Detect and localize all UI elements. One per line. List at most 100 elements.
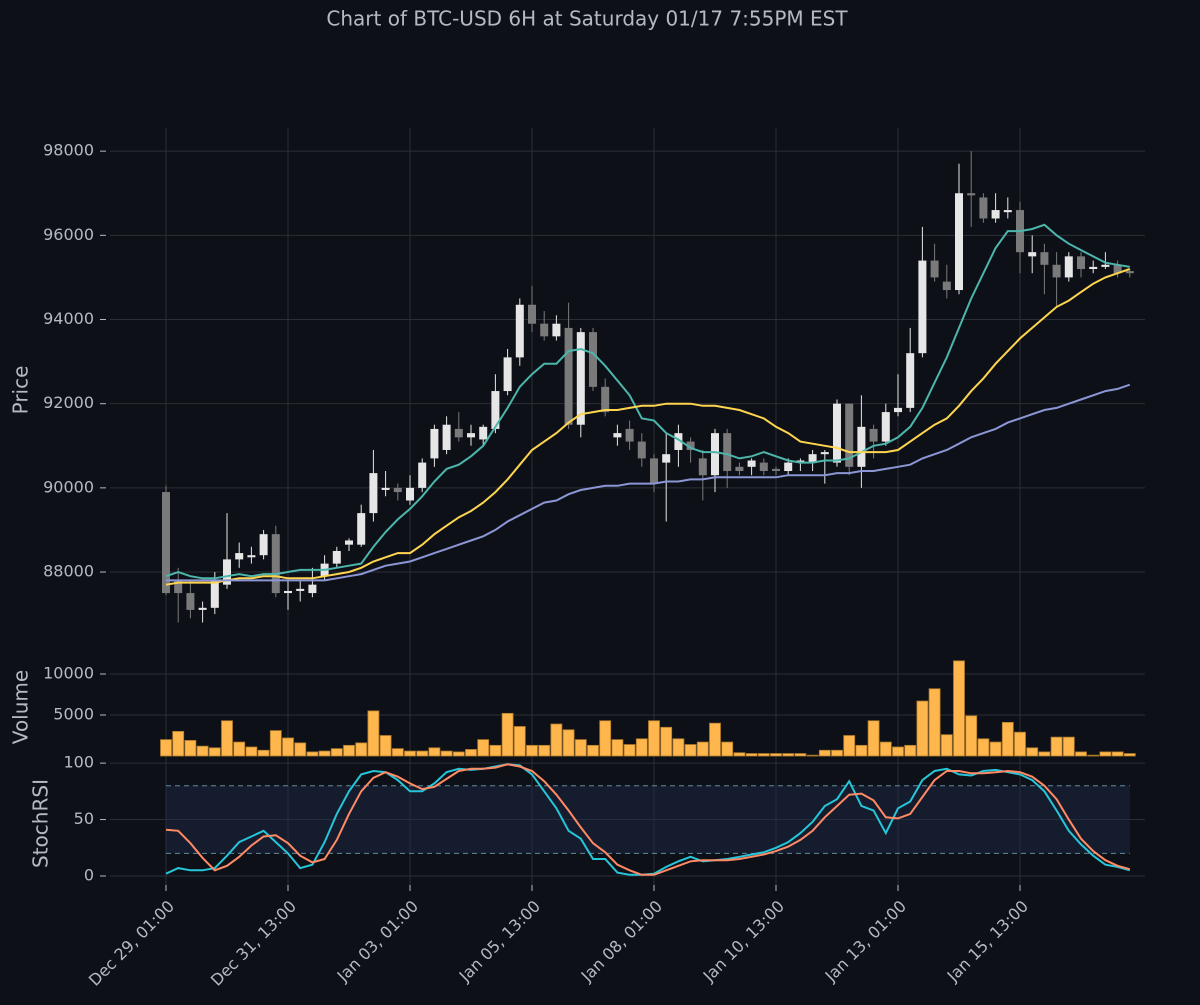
- bar: [269, 730, 282, 757]
- bar: [294, 742, 307, 757]
- y-tick-label: 100: [63, 753, 94, 772]
- bar: [757, 753, 770, 757]
- candle-body: [723, 433, 732, 472]
- candle-body: [1125, 271, 1134, 274]
- y-tick-label: 96000: [43, 225, 94, 244]
- bar: [916, 700, 929, 757]
- candle-body: [1040, 252, 1049, 265]
- candle-body: [589, 332, 597, 387]
- candle-body: [1003, 210, 1012, 213]
- bar: [660, 726, 673, 757]
- candle-body: [820, 452, 829, 455]
- candle-body: [1089, 266, 1098, 269]
- candle-body: [223, 559, 231, 585]
- y-tick-label: 50: [74, 809, 94, 828]
- bar: [733, 752, 746, 757]
- bar: [928, 688, 941, 757]
- candle-body: [381, 487, 390, 490]
- bar: [1075, 751, 1087, 757]
- candle-body: [210, 580, 219, 608]
- bar: [1099, 751, 1112, 757]
- candle-body: [162, 492, 170, 594]
- bar: [599, 720, 612, 757]
- y-tick-label: 92000: [43, 393, 94, 412]
- bar: [330, 748, 343, 757]
- bar: [465, 749, 477, 757]
- candle-body: [930, 260, 939, 278]
- bar: [855, 744, 868, 757]
- bar: [1038, 751, 1051, 757]
- bar: [1026, 747, 1039, 757]
- x-tick-label: Dec 31, 13:00: [207, 897, 300, 990]
- candle-body: [259, 534, 268, 556]
- candle-body: [698, 458, 707, 476]
- bar: [355, 742, 368, 757]
- candle-body: [345, 540, 353, 545]
- bar: [184, 740, 197, 757]
- bar: [282, 737, 294, 757]
- bar: [440, 750, 453, 757]
- bar: [721, 741, 734, 757]
- bar: [648, 720, 660, 757]
- candle-body: [1113, 264, 1122, 274]
- bar: [794, 753, 807, 757]
- candle-body: [772, 468, 780, 472]
- bar: [513, 726, 526, 757]
- bar: [953, 660, 965, 757]
- candle-body: [650, 458, 658, 484]
- bar: [709, 722, 721, 757]
- candle-body: [979, 197, 988, 219]
- bar: [562, 729, 575, 757]
- bar: [208, 747, 221, 757]
- x-tick-label: Dec 29, 01:00: [85, 897, 178, 990]
- candle-body: [442, 424, 451, 450]
- y-tick-label: 88000: [43, 562, 94, 581]
- candle-body: [503, 357, 512, 392]
- bar: [452, 751, 465, 757]
- candle-body: [418, 462, 427, 488]
- bar: [684, 744, 697, 757]
- bar: [806, 754, 819, 757]
- bar: [343, 744, 355, 757]
- candle-body: [857, 426, 866, 467]
- candle-body: [296, 588, 305, 591]
- bar: [1111, 751, 1124, 757]
- y-tick-label: 94000: [43, 309, 94, 328]
- candle-body: [637, 441, 646, 459]
- bar: [770, 753, 782, 757]
- bar: [1087, 754, 1100, 757]
- candle-body: [479, 426, 488, 440]
- candle-body: [332, 550, 341, 564]
- candle-body: [894, 407, 902, 413]
- candle-body: [625, 428, 634, 442]
- bar: [1123, 753, 1136, 757]
- bar: [221, 720, 233, 757]
- bar: [977, 738, 990, 757]
- bar: [526, 744, 538, 757]
- bar: [587, 744, 599, 757]
- bar: [306, 751, 319, 757]
- bar: [172, 731, 185, 757]
- bar: [501, 712, 514, 757]
- candle-body: [918, 260, 927, 354]
- bar: [379, 735, 392, 757]
- x-tick-label: Jan 03, 01:00: [333, 897, 422, 986]
- candle-body: [613, 433, 622, 438]
- bar: [245, 746, 258, 757]
- candle-body: [1028, 252, 1037, 257]
- candle-body: [796, 460, 805, 463]
- bar: [367, 710, 380, 757]
- candle-body: [711, 433, 719, 476]
- candle-body: [284, 590, 292, 594]
- candle-body: [528, 304, 536, 324]
- bar: [550, 723, 563, 757]
- candle-body: [747, 460, 756, 467]
- bar: [843, 735, 856, 757]
- bar: [477, 739, 490, 757]
- y-tick-label: 98000: [43, 141, 94, 160]
- candle-body: [674, 433, 683, 450]
- moving-average-line: [165, 223, 1130, 580]
- candle-body: [576, 332, 585, 425]
- bar: [233, 741, 246, 757]
- candle-body: [881, 412, 890, 442]
